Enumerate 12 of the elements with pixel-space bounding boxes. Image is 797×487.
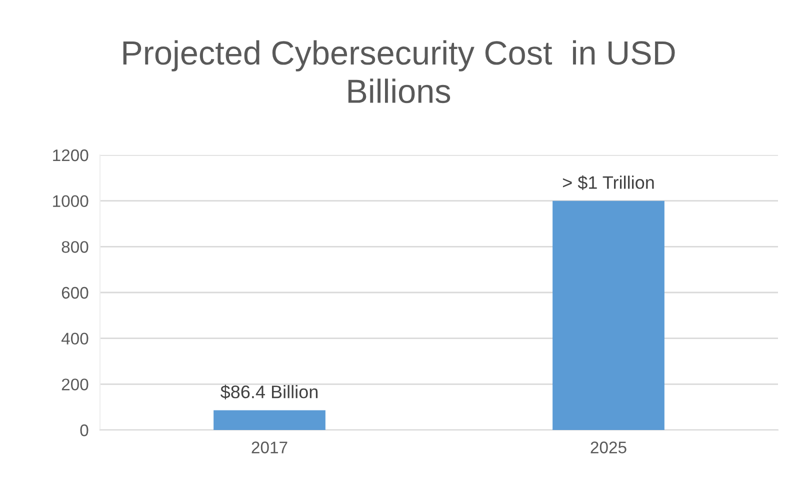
chart-title: Projected Cybersecurity Cost in USD Billions xyxy=(123,40,675,104)
data-label: $86.4 Billion xyxy=(220,384,318,400)
y-tick-label: 400 xyxy=(61,332,88,345)
y-tick-label: 1000 xyxy=(53,195,88,208)
y-tick-label: 600 xyxy=(62,286,88,299)
data-label: > $1 Trillion xyxy=(562,175,654,190)
y-tick-label: 0 xyxy=(80,424,88,436)
y-tick-label: 1200 xyxy=(53,149,88,162)
x-tick-label: 2017 xyxy=(252,442,288,454)
y-tick-label: 800 xyxy=(62,241,88,253)
y-tick-label: 200 xyxy=(62,378,88,390)
x-tick-label: 2025 xyxy=(590,442,626,454)
